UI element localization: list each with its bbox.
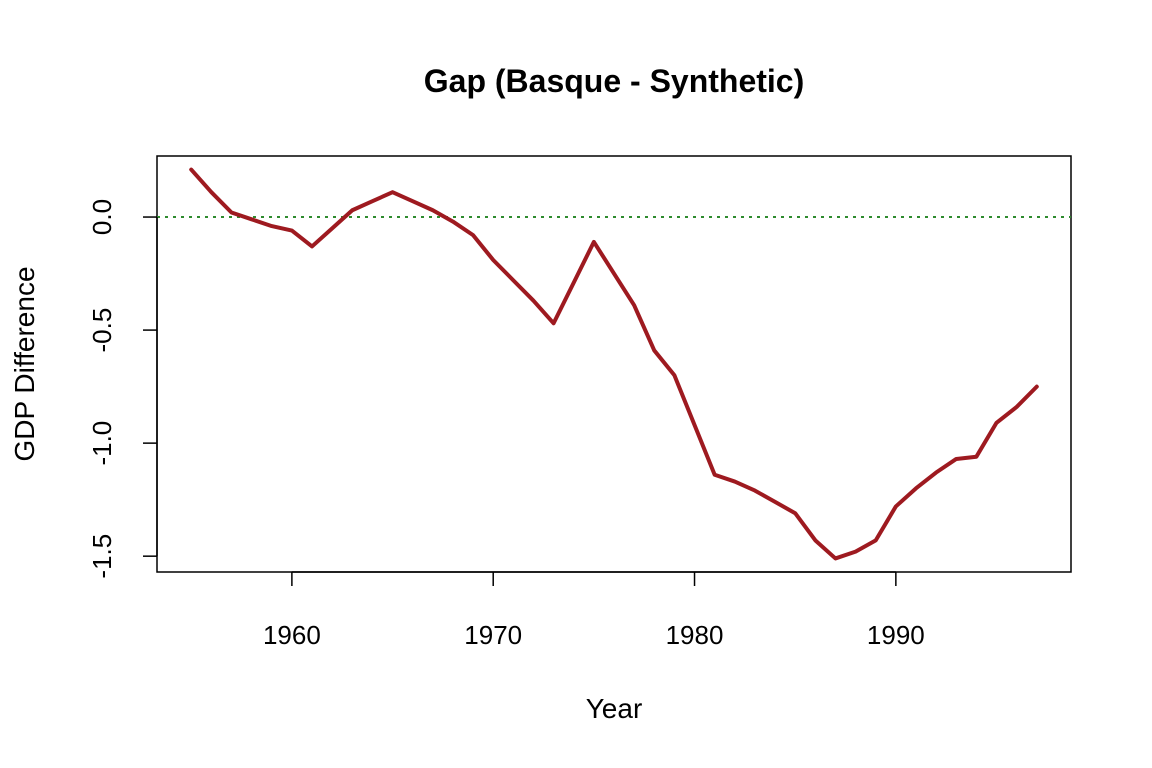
plot-frame: [156, 155, 1072, 573]
y-tick-label: -1.0: [87, 421, 117, 466]
x-tick-label: 1960: [263, 620, 321, 650]
y-axis: -1.5 -1.0 -0.5 0.0: [87, 199, 158, 579]
x-tick-label: 1970: [464, 620, 522, 650]
x-axis: 1960 1970 1980 1990: [263, 571, 925, 650]
y-tick-label: 0.0: [87, 199, 117, 235]
chart-title: Gap (Basque - Synthetic): [424, 63, 805, 99]
x-tick-label: 1980: [666, 620, 724, 650]
x-tick-label: 1990: [867, 620, 925, 650]
y-axis-label: GDP Difference: [9, 266, 40, 461]
series-line-gap: [189, 167, 1039, 561]
x-axis-label: Year: [586, 693, 643, 724]
y-tick-label: -0.5: [87, 308, 117, 353]
y-tick-label: -1.5: [87, 534, 117, 579]
